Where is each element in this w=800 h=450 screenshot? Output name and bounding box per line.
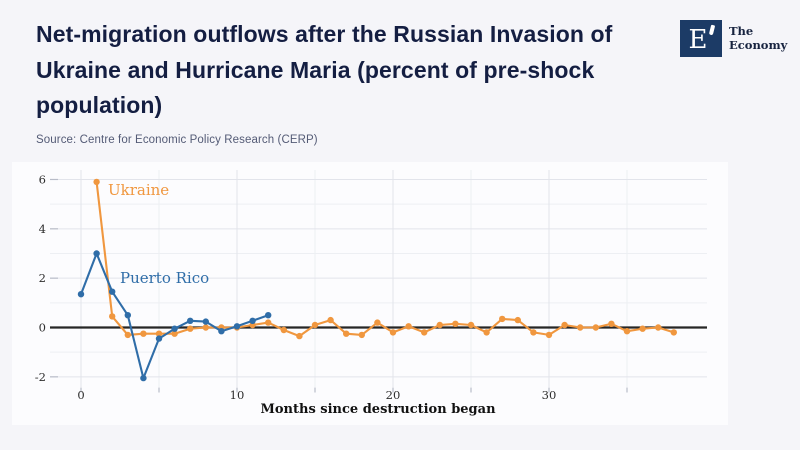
series-ukraine-point [467,321,475,329]
series-ukraine-point [93,178,100,186]
series-ukraine-point [608,320,615,327]
series-ukraine-point [530,329,537,336]
source-note: Source: Centre for Economic Policy Resea… [36,134,318,146]
series-ukraine-point [109,313,116,320]
series-ukraine-point [374,319,381,326]
series-ukraine-point [155,330,163,337]
series-ukraine-point [514,316,521,324]
series-ukraine-point [311,321,319,329]
series-puerto-rico-point [249,317,256,324]
page-title: Net-migration outflows after the Russian… [36,21,613,118]
series-ukraine-point [655,324,662,331]
series-ukraine-point [592,324,599,331]
svg-text:20: 20 [386,388,401,402]
series-puerto-rico: Puerto Rico [77,250,272,382]
svg-text:30: 30 [542,388,557,402]
svg-text:0: 0 [39,321,46,335]
series-ukraine-point [452,320,459,327]
series-puerto-rico-point [233,323,241,330]
series-ukraine-point [296,332,303,340]
publication-logo: E The Economy [680,20,787,57]
series-ukraine-point [389,329,397,336]
series-ukraine-point [265,319,272,326]
gridlines [50,170,707,387]
series-puerto-rico-point [202,318,209,325]
series-ukraine-point [140,330,147,337]
series-ukraine-point [483,329,490,336]
series-puerto-rico-point [171,325,178,332]
svg-text:-2: -2 [35,370,46,384]
svg-text:6: 6 [39,172,46,186]
x-axis-tick-labels: 0 10 20 30 [77,388,556,402]
series-ukraine: Ukraine [93,178,677,340]
series-ukraine-point [545,331,553,339]
axis-ticks [50,178,628,393]
y-axis-tick-labels: -2 0 2 4 6 [35,172,46,383]
series-puerto-rico-point [140,374,147,382]
logo-square: E [680,20,722,57]
series-ukraine-point [577,324,584,331]
series-puerto-rico-point [218,328,225,335]
svg-text:Months since destruction began: Months since destruction began [260,402,496,417]
series-ukraine-point [202,324,209,331]
series-ukraine-point [280,326,287,334]
series-ukraine-point [405,323,412,330]
svg-text:4: 4 [39,222,46,236]
migration-chart: -2 0 2 4 6 0 10 20 30 Months since destruction be… [35,170,707,417]
series-ukraine-point [639,325,646,332]
series-ukraine-point [670,329,677,336]
logo-name: The Economy [729,24,788,52]
series-puerto-rico-point [109,288,116,295]
logo-monogram: E [688,24,708,55]
svg-text:0: 0 [77,388,84,402]
series-puerto-rico-point [124,312,131,319]
series-ukraine-point [561,321,568,329]
series-ukraine-point [171,330,178,337]
svg-text:10: 10 [230,388,245,402]
series-ukraine-point [623,328,631,335]
svg-text:Ukraine: Ukraine [108,181,169,199]
series-puerto-rico-point [77,291,85,298]
series-ukraine-point [327,316,334,324]
series-ukraine-point [124,331,131,339]
series-puerto-rico-point [155,335,163,342]
series-ukraine-line [95,180,675,338]
series-puerto-rico-point [93,250,100,257]
series-ukraine-point [358,331,365,339]
x-axis-title: Months since destruction began [260,402,496,417]
svg-text:2: 2 [39,271,46,285]
svg-text:Puerto Rico: Puerto Rico [120,269,209,287]
series-ukraine-point [343,330,350,337]
series-ukraine-point [436,321,443,329]
series-ukraine-point [187,325,194,332]
series-ukraine-point [421,329,428,336]
chart-panel: -2 0 2 4 6 0 10 20 30 Months since destruction be… [12,162,728,425]
series-puerto-rico-point [265,312,272,319]
series-ukraine-point [499,315,506,323]
series-puerto-rico-point [187,317,194,324]
